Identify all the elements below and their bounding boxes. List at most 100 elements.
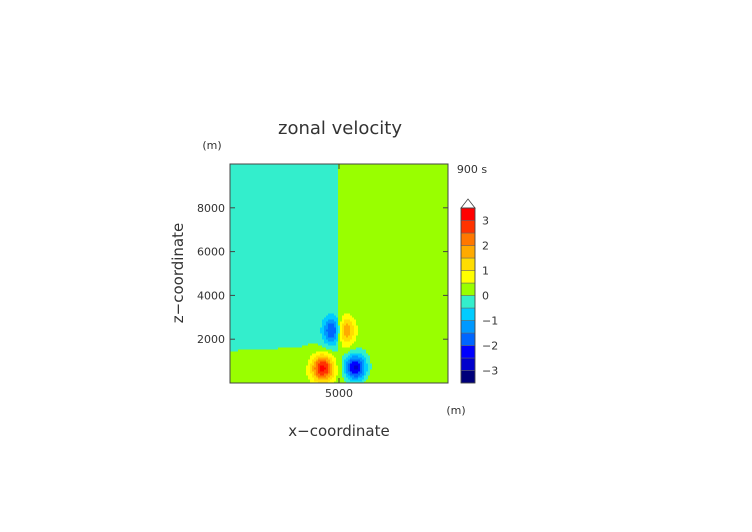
field-cell <box>408 309 411 312</box>
field-cell <box>392 307 395 310</box>
field-cell <box>440 347 443 350</box>
field-cell <box>236 361 239 364</box>
field-cell <box>314 311 317 314</box>
field-cell <box>364 321 367 324</box>
field-cell <box>430 351 433 354</box>
field-cell <box>388 321 391 324</box>
field-cell <box>370 343 373 346</box>
field-cell <box>406 319 409 322</box>
field-cell <box>418 309 421 312</box>
field-cell <box>288 369 291 372</box>
field-cell <box>394 323 397 326</box>
field-cell <box>378 291 381 294</box>
field-cell <box>378 299 381 302</box>
field-cell <box>368 343 371 346</box>
field-cell <box>282 317 285 320</box>
field-cell <box>322 347 325 350</box>
field-cell <box>334 371 337 374</box>
field-cell <box>304 341 307 344</box>
field-cell <box>294 331 297 334</box>
field-cell <box>438 351 441 354</box>
field-cell <box>420 327 423 330</box>
field-cell <box>372 377 375 380</box>
field-cell <box>426 379 429 382</box>
field-cell <box>328 365 331 368</box>
field-cell <box>354 311 357 314</box>
field-cell <box>270 353 273 356</box>
field-cell <box>376 325 379 328</box>
field-cell <box>372 359 375 362</box>
field-cell <box>408 335 411 338</box>
field-cell <box>336 365 339 368</box>
field-cell <box>272 347 275 350</box>
field-cell <box>424 367 427 370</box>
field-cell <box>420 317 423 320</box>
field-cell <box>298 337 301 340</box>
field-cell <box>244 325 247 328</box>
field-cell <box>426 357 429 360</box>
field-cell <box>398 297 401 300</box>
field-cell <box>338 293 341 296</box>
field-cell <box>402 323 405 326</box>
field-cell <box>230 371 233 374</box>
field-cell <box>374 321 377 324</box>
field-cell <box>340 291 343 294</box>
field-cell <box>340 355 343 358</box>
field-cell <box>268 301 271 304</box>
field-cell <box>426 381 429 384</box>
field-cell <box>402 353 405 356</box>
field-cell <box>420 293 423 296</box>
field-cell <box>358 351 361 354</box>
field-cell <box>424 293 427 296</box>
field-cell <box>318 359 321 362</box>
field-cell <box>304 371 307 374</box>
field-cell <box>436 319 439 322</box>
field-cell <box>236 303 239 306</box>
field-cell <box>424 309 427 312</box>
field-cell <box>324 313 327 316</box>
field-cell <box>442 325 445 328</box>
field-cell <box>320 303 323 306</box>
field-cell <box>436 299 439 302</box>
field-cell <box>250 373 253 376</box>
field-cell <box>246 361 249 364</box>
field-cell <box>352 335 355 338</box>
field-cell <box>242 379 245 382</box>
field-cell <box>262 339 265 342</box>
field-cell <box>290 349 293 352</box>
field-cell <box>250 309 253 312</box>
field-cell <box>390 373 393 376</box>
field-cell <box>300 297 303 300</box>
field-cell <box>364 379 367 382</box>
field-cell <box>284 311 287 314</box>
field-cell <box>420 333 423 336</box>
field-cell <box>256 373 259 376</box>
field-cell <box>264 303 267 306</box>
field-cell <box>432 379 435 382</box>
field-cell <box>300 299 303 302</box>
field-cell <box>262 301 265 304</box>
field-cell <box>414 341 417 344</box>
field-cell <box>294 355 297 358</box>
field-cell <box>306 323 309 326</box>
field-cell <box>406 341 409 344</box>
field-cell <box>302 349 305 352</box>
field-cell <box>354 347 357 350</box>
field-cell <box>314 309 317 312</box>
field-cell <box>430 315 433 318</box>
field-cell <box>358 361 361 364</box>
field-cell <box>382 323 385 326</box>
field-cell <box>382 301 385 304</box>
field-cell <box>412 355 415 358</box>
field-cell <box>414 367 417 370</box>
field-cell <box>350 343 353 346</box>
field-cell <box>434 333 437 336</box>
field-cell <box>298 299 301 302</box>
field-cell <box>332 307 335 310</box>
field-cell <box>306 343 309 346</box>
field-cell <box>370 339 373 342</box>
field-cell <box>270 371 273 374</box>
field-cell <box>240 321 243 324</box>
field-cell <box>394 363 397 366</box>
field-cell <box>380 321 383 324</box>
